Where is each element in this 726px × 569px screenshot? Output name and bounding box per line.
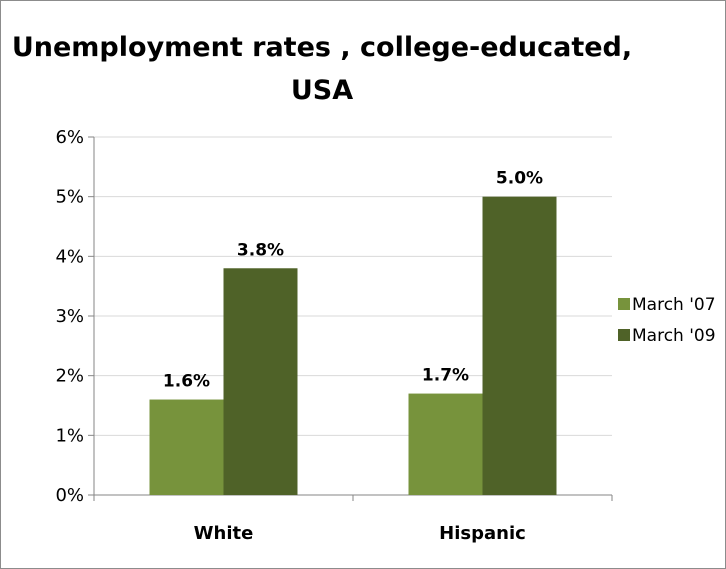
data-labels: 1.6% 3.8% 1.7% 5.0% — [163, 169, 543, 392]
y-axis-ticks: 0% 1% 2% 3% 4% 5% 6% — [55, 127, 84, 506]
y-tick-label: 6% — [55, 127, 84, 148]
x-category-label: Hispanic — [439, 523, 526, 544]
legend: March '07 March '09 — [618, 295, 716, 346]
y-tick-label: 4% — [55, 246, 84, 267]
legend-label: March '09 — [632, 326, 716, 346]
data-label: 5.0% — [496, 169, 543, 189]
legend-swatch — [618, 298, 630, 310]
y-tick-label: 0% — [55, 485, 84, 506]
chart-title-line-1: Unemployment rates , college-educated, — [12, 32, 632, 63]
x-category-label: White — [194, 523, 254, 544]
y-tick-label: 3% — [55, 306, 84, 327]
y-tick-label: 2% — [55, 366, 84, 387]
y-tick-label: 5% — [55, 187, 84, 208]
data-label: 1.7% — [422, 366, 469, 386]
legend-label: March '07 — [632, 295, 716, 315]
bar-hispanic-series-1 — [482, 196, 557, 495]
bar-white-series-1 — [223, 268, 298, 495]
x-axis-labels: White Hispanic — [194, 523, 526, 544]
bar-hispanic-series-0 — [408, 393, 483, 495]
bar-white-series-0 — [149, 399, 224, 495]
legend-swatch — [618, 329, 630, 341]
y-tick-label: 1% — [55, 425, 84, 446]
chart-title-line-2: USA — [291, 75, 353, 106]
bars — [149, 196, 557, 495]
data-label: 3.8% — [237, 240, 284, 260]
data-label: 1.6% — [163, 372, 210, 392]
